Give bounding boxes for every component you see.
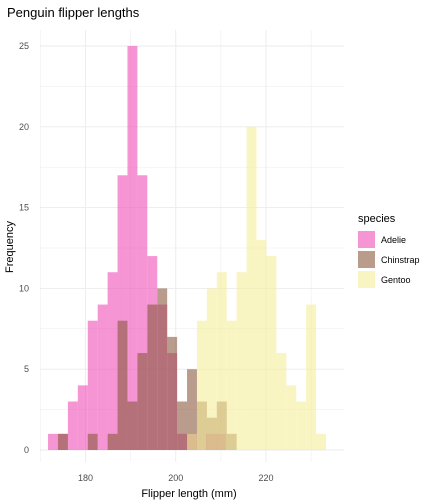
bar-adelie — [77, 385, 88, 450]
x-axis-ticks: 180 200 220 — [78, 473, 274, 483]
legend-key-adelie — [358, 231, 375, 248]
bar-gentoo — [216, 272, 227, 450]
y-tick-label: 0 — [24, 445, 29, 455]
bar-gentoo — [187, 433, 197, 450]
legend: species Adelie Chinstrap Gentoo — [358, 213, 420, 288]
bar-adelie — [97, 304, 108, 450]
bar-gentoo — [316, 433, 327, 450]
bar-gentoo — [266, 256, 277, 450]
legend-label-chinstrap: Chinstrap — [381, 255, 420, 265]
bar-chinstrap — [147, 304, 158, 450]
bar-gentoo — [196, 320, 207, 450]
bar-chinstrap — [137, 353, 148, 450]
bar-adelie — [48, 433, 58, 450]
legend-label-adelie: Adelie — [381, 235, 406, 245]
bar-chinstrap — [177, 401, 188, 450]
x-axis-title: Flipper length (mm) — [141, 488, 236, 500]
y-tick-label: 25 — [19, 41, 29, 51]
x-tick-label: 220 — [258, 473, 273, 483]
bar-gentoo — [256, 239, 267, 450]
x-tick-label: 180 — [78, 473, 93, 483]
bar-gentoo — [306, 304, 317, 450]
bar-gentoo — [206, 288, 217, 450]
bar-gentoo — [286, 385, 297, 450]
bar-adelie — [107, 272, 118, 450]
x-tick-label: 200 — [168, 473, 183, 483]
bar-gentoo — [276, 353, 287, 450]
bar-gentoo — [226, 320, 237, 450]
bar-adelie — [87, 320, 98, 450]
y-axis-title: Frequency — [4, 221, 16, 273]
bar-gentoo — [236, 272, 247, 450]
bar-chinstrap — [127, 401, 138, 450]
y-tick-label: 20 — [19, 122, 29, 132]
bar-chinstrap — [107, 433, 118, 450]
y-tick-label: 10 — [19, 283, 29, 293]
bar-adelie — [127, 46, 138, 450]
y-tick-label: 5 — [24, 364, 29, 374]
histogram-bars — [48, 46, 327, 451]
legend-title: species — [358, 213, 396, 225]
bar-adelie — [137, 175, 148, 450]
bar-chinstrap — [57, 433, 68, 450]
bar-chinstrap — [117, 320, 128, 450]
y-axis-ticks: 0 5 10 15 20 25 — [19, 41, 29, 455]
bar-adelie — [67, 401, 78, 450]
legend-label-gentoo: Gentoo — [381, 275, 411, 285]
legend-key-chinstrap — [358, 251, 375, 268]
bar-chinstrap — [157, 288, 168, 450]
bar-chinstrap — [187, 369, 197, 450]
chart-title: Penguin flipper lengths — [7, 5, 140, 20]
bar-chinstrap — [87, 433, 98, 450]
bar-gentoo — [296, 401, 307, 450]
bar-adelie — [117, 175, 128, 450]
y-tick-label: 15 — [19, 203, 29, 213]
bar-chinstrap — [167, 336, 178, 450]
legend-key-gentoo — [358, 271, 375, 288]
bar-gentoo — [246, 126, 257, 451]
